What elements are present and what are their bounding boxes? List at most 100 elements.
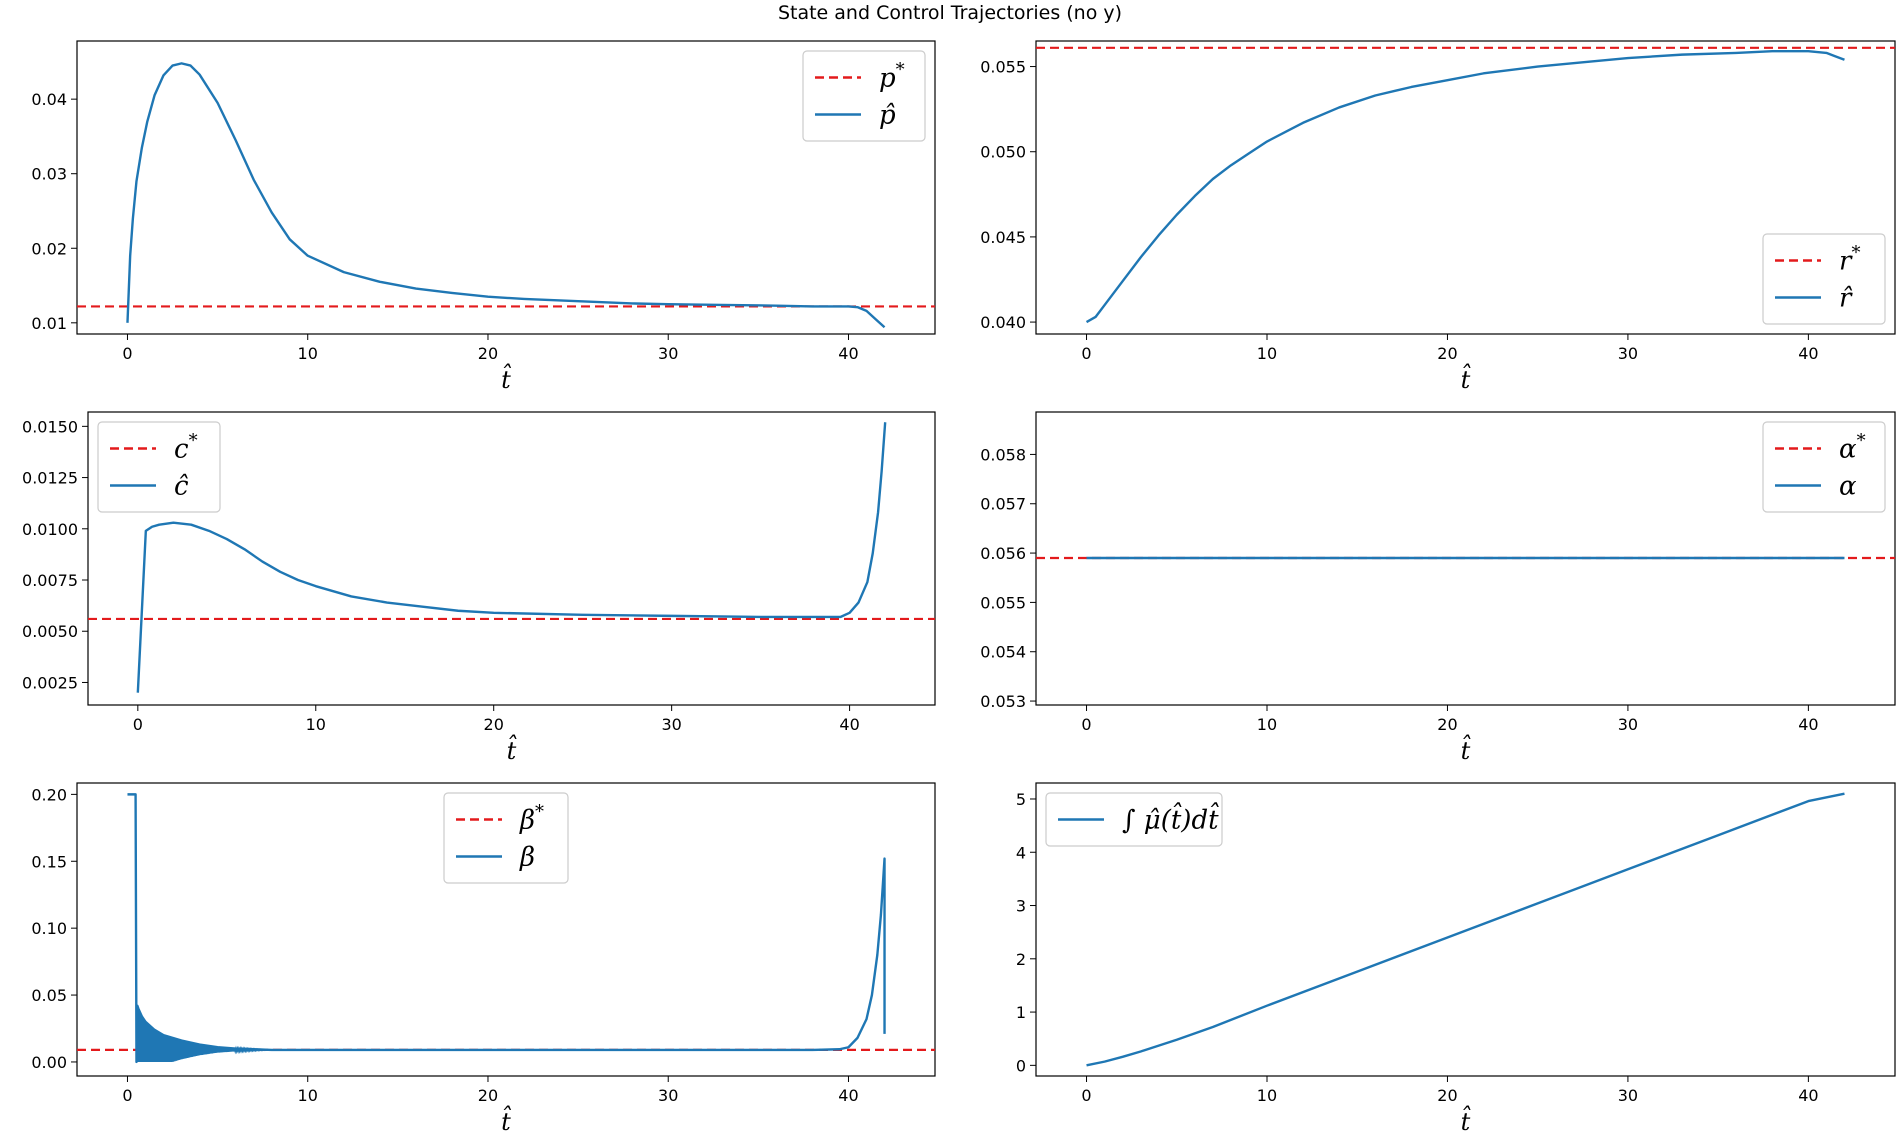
y-tick-label: 0.055: [980, 58, 1026, 77]
legend-label: r̂: [1839, 284, 1853, 314]
x-tick-label: 20: [478, 344, 498, 363]
axes-frame: [76, 782, 936, 1077]
legend-label: p*: [879, 60, 905, 94]
legend-beta: β* β: [443, 792, 569, 884]
x-axis-label: t̂: [1461, 1105, 1472, 1136]
y-tick-label: 0.0050: [22, 622, 78, 641]
legend-label: β: [519, 843, 535, 873]
legend-label: β*: [519, 802, 544, 836]
y-tick-label: 0.058: [980, 445, 1026, 464]
plot-area: [88, 422, 935, 693]
x-axis-label: t̂: [1461, 363, 1472, 394]
series-line-p: [126, 62, 886, 329]
legend-p: p* p̂: [802, 50, 926, 142]
x-tick-label: 20: [1437, 1086, 1457, 1105]
x-tick-label: 30: [661, 715, 681, 734]
y-tick-label: 0.0025: [22, 673, 78, 692]
x-tick-label: 20: [1437, 344, 1457, 363]
panel-c: 0 10 20 30 40 0.0025 0.0050 0.0075 0.0100 0.0125 0…: [22, 411, 936, 765]
legend-label: r*: [1839, 243, 1860, 277]
y-tick-label: 0.050: [980, 143, 1026, 162]
legend-box: [443, 792, 569, 884]
axes-frame: [1035, 782, 1896, 1077]
x-tick-label: 40: [838, 1086, 858, 1105]
x-tick-label: 30: [1618, 715, 1638, 734]
y-tick-label: 0.04: [31, 90, 67, 109]
y-tick-label: 0.05: [31, 986, 67, 1005]
y-tick-label: 0.15: [31, 852, 67, 871]
x-tick-label: 40: [838, 344, 858, 363]
x-tick-label: 20: [1437, 715, 1457, 734]
y-tick-label: 5: [1016, 790, 1026, 809]
y-tick-label: 3: [1016, 897, 1026, 916]
y-tick-label: 0.0075: [22, 571, 78, 590]
y-tick-label: 0.055: [980, 593, 1026, 612]
y-tick-label: 4: [1016, 843, 1026, 862]
y-tick-label: 0.03: [31, 165, 67, 184]
y-tick-label: 0.0100: [22, 520, 78, 539]
y-tick-label: 0.01: [31, 314, 67, 333]
legend-box: [1762, 233, 1886, 325]
x-tick-label: 40: [1798, 715, 1818, 734]
x-tick-label: 30: [1618, 1086, 1638, 1105]
x-axis-label: t̂: [501, 363, 512, 394]
legend-label: p̂: [879, 101, 896, 131]
x-tick-label: 20: [478, 1086, 498, 1105]
y-tick-label: 0.10: [31, 919, 67, 938]
x-tick-label: 20: [484, 715, 504, 734]
x-tick-label: 10: [298, 344, 318, 363]
x-tick-label: 10: [298, 1086, 318, 1105]
legend-label: α: [1839, 472, 1857, 502]
panel-p: 0 10 20 30 40 0.01 0.02 0.03 0.04 t̂ p* p̂: [31, 40, 936, 394]
y-tick-label: 0.00: [31, 1053, 67, 1072]
x-tick-label: 30: [658, 1086, 678, 1105]
legend-label: c*: [174, 431, 198, 465]
x-tick-label: 0: [1081, 715, 1091, 734]
y-tick-label: 0.053: [980, 692, 1026, 711]
series-line-c: [136, 422, 887, 693]
plot-area: [1086, 792, 1845, 1067]
x-tick-label: 40: [1798, 1086, 1818, 1105]
legend-label: ĉ: [174, 472, 189, 502]
y-tick-label: 0.0125: [22, 469, 78, 488]
y-tick-label: 0: [1016, 1056, 1026, 1075]
series-line-beta: [127, 793, 886, 1064]
x-tick-label: 30: [1618, 344, 1638, 363]
legend-c: c* ĉ: [97, 421, 221, 513]
axes-frame: [87, 411, 936, 706]
legend-label: ∫ μ̂(t̂)dt̂: [1122, 802, 1220, 836]
figure-title: State and Control Trajectories (no y): [777, 2, 1123, 24]
y-tick-label: 0.045: [980, 228, 1026, 247]
x-axis-label: t̂: [501, 1105, 512, 1136]
x-tick-label: 40: [839, 715, 859, 734]
y-tick-label: 0.040: [980, 313, 1026, 332]
y-tick-label: 2: [1016, 950, 1026, 969]
y-tick-label: 0.054: [980, 643, 1026, 662]
legend-alpha: α* α: [1762, 421, 1886, 513]
panel-beta: 0 10 20 30 40 0.00 0.05 0.10 0.15 0.20 t̂ β* β: [31, 782, 936, 1136]
axes-frame: [1035, 40, 1896, 335]
x-tick-label: 0: [133, 715, 143, 734]
legend-box: [1045, 792, 1223, 847]
y-tick-label: 0.0150: [22, 417, 78, 436]
x-tick-label: 10: [1257, 344, 1277, 363]
x-axis-label: t̂: [507, 734, 518, 765]
panel-alpha: 0 10 20 30 40 0.053 0.054 0.055 0.056 0.057 0.058 t…: [980, 411, 1896, 765]
y-tick-label: 0.057: [980, 495, 1026, 514]
legend-label: α*: [1839, 431, 1866, 465]
legend-box: [97, 421, 221, 513]
panel-mu: 0 10 20 30 40 0 1 2 3 4 5 t̂ ∫ μ̂(t̂)dt̂: [1016, 782, 1896, 1136]
y-tick-label: 1: [1016, 1003, 1026, 1022]
x-tick-label: 0: [1081, 344, 1091, 363]
legend-box: [1762, 421, 1886, 513]
y-tick-label: 0.20: [31, 785, 67, 804]
x-tick-label: 0: [122, 344, 132, 363]
legend-r: r* r̂: [1762, 233, 1886, 325]
y-tick-label: 0.02: [31, 239, 67, 258]
axes-frame: [76, 40, 936, 335]
x-tick-label: 10: [306, 715, 326, 734]
oscillation-band: [135, 1007, 272, 1062]
x-tick-label: 10: [1257, 1086, 1277, 1105]
plot-area: [77, 62, 935, 329]
